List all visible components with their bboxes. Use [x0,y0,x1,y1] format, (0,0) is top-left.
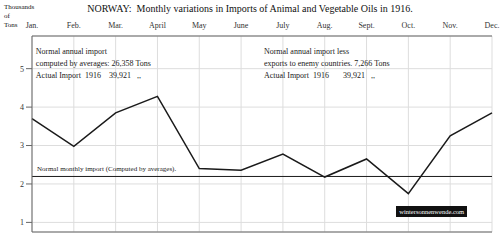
svg-text:Oct.: Oct. [402,21,416,30]
svg-text:June: June [234,21,249,30]
svg-text:April: April [149,21,167,30]
svg-text:Feb.: Feb. [67,21,81,30]
svg-text:Normal monthly import (Compute: Normal monthly import (Computed by avera… [37,165,176,173]
html-text:Thousands: Thousands [4,3,35,11]
svg-text:Jan.: Jan. [26,21,39,30]
html-text:NORWAY: Monthly variations in: NORWAY: Monthly variations in Imports of… [87,3,413,14]
svg-text:3: 3 [20,141,24,150]
html-text:Normal annual import: Normal annual import [35,47,107,56]
svg-text:Nov.: Nov. [443,21,458,30]
svg-text:5: 5 [20,65,24,74]
svg-text:May: May [192,21,207,30]
html-text:computed by averages: 26,358 T: computed by averages: 26,358 Tons [35,59,151,68]
svg-text:Mar.: Mar. [108,21,123,30]
svg-text:4: 4 [20,103,24,112]
html-text:Actual Import 1916 39,921 ,,: Actual Import 1916 39,921 ,, [263,71,375,80]
svg-text:2: 2 [20,180,24,189]
html-text:exports to enemy countries. 7,: exports to enemy countries. 7,266 Tons [263,59,390,68]
svg-text:Dec.: Dec. [485,21,492,30]
svg-text:1: 1 [20,218,24,227]
svg-text:Sept.: Sept. [358,21,374,30]
html-text:wintersonnenwende.com: wintersonnenwende.com [399,208,465,215]
html-text:Actual Import 1916 39,921 ,,: Actual Import 1916 39,921 ,, [35,71,141,80]
svg-text:Aug.: Aug. [317,21,333,30]
html-text:Tons: Tons [4,21,18,29]
html-text:Normal annual import less: Normal annual import less [263,47,349,56]
html-text:of: of [4,12,10,20]
svg-text:July: July [276,21,289,30]
